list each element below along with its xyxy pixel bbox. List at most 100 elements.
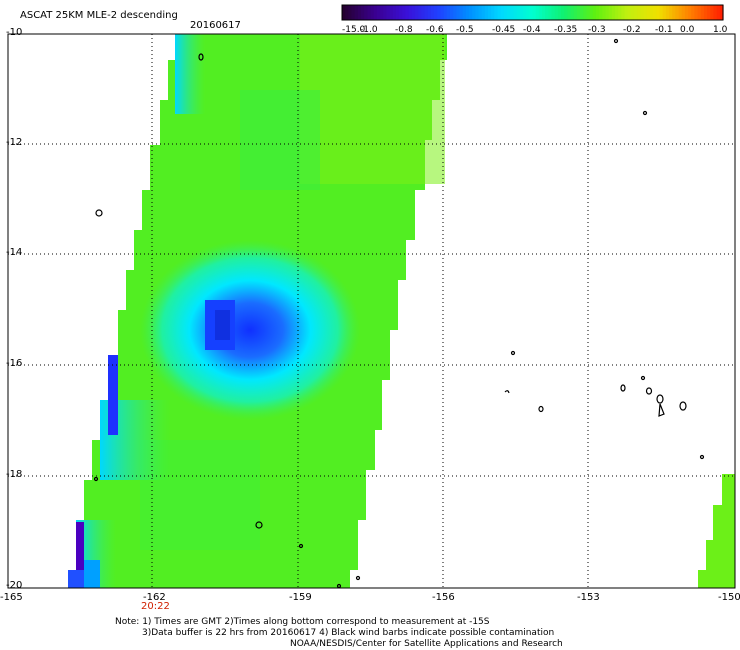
colorbar-segment — [516, 5, 521, 20]
colorbar-segment — [669, 5, 673, 20]
colorbar-segment — [399, 5, 403, 20]
colorbar-tick-label: -0.4 — [523, 25, 541, 35]
colorbar-segment — [478, 5, 483, 20]
colorbar-tick-label: -0.2 — [623, 25, 641, 35]
colorbar-segment — [497, 5, 502, 20]
colorbar-segment — [634, 5, 638, 20]
colorbar-segment — [415, 5, 419, 20]
colorbar-segment — [656, 5, 661, 20]
colorbar-segment — [697, 5, 702, 20]
colorbar-segment — [510, 5, 515, 20]
colorbar-segment — [345, 5, 349, 20]
colorbar-segment — [592, 5, 597, 20]
lat-label: -20 — [6, 580, 23, 591]
colorbar-segment — [719, 5, 724, 20]
colorbar-segment — [599, 5, 603, 20]
colorbar-segment — [665, 5, 670, 20]
colorbar-segment — [373, 5, 378, 20]
colorbar-segment — [526, 5, 530, 20]
colorbar-segment — [630, 5, 635, 20]
lat-label: -14 — [6, 247, 23, 258]
colorbar-segment — [602, 5, 607, 20]
colorbar-segment — [519, 5, 524, 20]
colorbar-segment — [481, 5, 486, 20]
colorbar-segment — [491, 5, 495, 20]
colorbar-segment — [357, 5, 362, 20]
colorbar-segment — [615, 5, 619, 20]
colorbar-segment — [713, 5, 718, 20]
colorbar-segment — [395, 5, 400, 20]
colorbar-segment — [583, 5, 588, 20]
note-line-3: NOAA/NESDIS/Center for Satellite Applica… — [290, 639, 563, 649]
colorbar-segment — [380, 5, 384, 20]
colorbar-segment — [710, 5, 715, 20]
colorbar-segment — [611, 5, 616, 20]
colorbar-segment — [411, 5, 416, 20]
colorbar-tick-label: -1.0 — [360, 25, 378, 35]
pass-time-label: 20:22 — [141, 601, 170, 612]
colorbar-segment — [561, 5, 565, 20]
note-line-1: Note: 1) Times are GMT 2)Times along bot… — [115, 617, 490, 627]
colorbar-segment — [402, 5, 407, 20]
lat-label: -18 — [6, 469, 23, 480]
colorbar-segment — [681, 5, 686, 20]
colorbar-segment — [421, 5, 426, 20]
colorbar-tick-label: -0.6 — [426, 25, 444, 35]
colorbar-segment — [488, 5, 492, 20]
colorbar-segment — [535, 5, 540, 20]
colorbar-segment — [716, 5, 721, 20]
colorbar-segment — [640, 5, 645, 20]
colorbar-segment — [503, 5, 508, 20]
colorbar-segment — [694, 5, 699, 20]
colorbar-segment — [589, 5, 594, 20]
colorbar-segment — [700, 5, 705, 20]
lon-label: -165 — [0, 592, 23, 603]
colorbar-segment — [462, 5, 467, 20]
colorbar-segment — [707, 5, 711, 20]
lon-label: -156 — [432, 592, 455, 603]
colorbar-segment — [567, 5, 572, 20]
colorbar-segment — [427, 5, 432, 20]
colorbar-segment — [551, 5, 556, 20]
wind-swath-east — [698, 474, 735, 588]
colorbar-segment — [573, 5, 578, 20]
colorbar-tick-label: 0.0 — [680, 25, 695, 35]
lat-label: -16 — [6, 358, 23, 369]
colorbar-segment — [494, 5, 499, 20]
colorbar-segment — [449, 5, 454, 20]
colorbar-segment — [538, 5, 543, 20]
colorbar-tick-label: -0.5 — [456, 25, 474, 35]
colorbar-segment — [376, 5, 381, 20]
lon-label: -153 — [577, 592, 600, 603]
colorbar-segment — [570, 5, 575, 20]
colorbar-segment — [624, 5, 629, 20]
colorbar-segment — [643, 5, 648, 20]
colorbar-segment — [618, 5, 622, 20]
lon-label: -162 — [143, 592, 166, 603]
colorbar-segment — [545, 5, 549, 20]
lat-label: -10 — [6, 27, 23, 38]
colorbar-segment — [361, 5, 365, 20]
colorbar-tick-label: -0.35 — [554, 25, 578, 35]
colorbar-segment — [649, 5, 654, 20]
colorbar-segment — [659, 5, 664, 20]
colorbar-segment — [564, 5, 569, 20]
colorbar — [341, 4, 724, 21]
colorbar-segment — [370, 5, 375, 20]
lat-label: -12 — [6, 137, 23, 148]
colorbar-segment — [475, 5, 480, 20]
colorbar-tick-label: -0.3 — [588, 25, 606, 35]
island-outlines — [93, 38, 705, 589]
colorbar-segment — [367, 5, 372, 20]
colorbar-segment — [513, 5, 518, 20]
colorbar-tick-label: 1.0 — [713, 25, 728, 35]
colorbar-segment — [627, 5, 632, 20]
colorbar-segment — [542, 5, 546, 20]
colorbar-segment — [684, 5, 689, 20]
colorbar-segment — [532, 5, 537, 20]
colorbar-segment — [548, 5, 553, 20]
colorbar-segment — [418, 5, 422, 20]
colorbar-segment — [348, 5, 353, 20]
colorbar-segment — [646, 5, 651, 20]
